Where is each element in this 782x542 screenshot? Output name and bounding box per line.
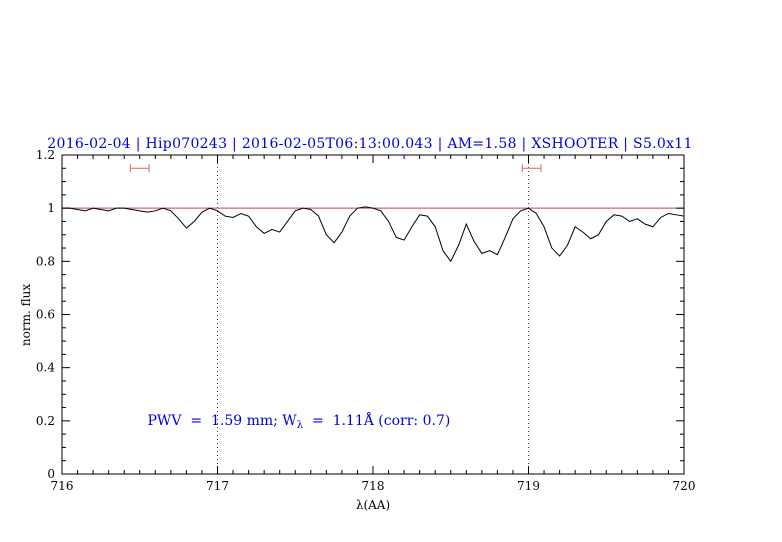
x-tick-label: 718 [362,479,385,493]
y-tick-label: 0.6 [36,308,55,322]
x-tick-label: 719 [517,479,540,493]
pwv-annotation-pre: PWV = 1.59 mm; W [147,412,297,429]
plot-title: 2016-02-04 | Hip070243 | 2016-02-05T06:1… [47,136,693,152]
y-tick-label: 0 [47,467,55,481]
pwv-annotation-lambda-subscript: λ [296,419,304,431]
axis-ticks [61,154,685,475]
y-tick-label: 1 [47,201,55,215]
range-markers [129,164,542,173]
x-axis-label: λ(AA) [355,498,391,512]
pwv-annotation: PWV = 1.59 mm; Wλ = 1.11Å (corr: 0.7) [147,412,451,431]
x-tick-label: 717 [206,479,229,493]
x-tick-label: 720 [673,479,696,493]
axis-tick-labels: 716 717 718 719 720 0 0.2 0.4 0.6 0.8 1 1.2 [36,148,696,493]
x-tick-label: 716 [51,479,74,493]
y-tick-label: 0.8 [36,254,55,268]
spectrum-line [62,206,685,263]
pwv-annotation-post: = 1.11Å (corr: 0.7) [303,412,451,429]
y-axis-label: norm. flux [19,283,33,347]
y-tick-label: 0.4 [36,361,55,375]
y-tick-label: 0.2 [36,414,55,428]
y-tick-label: 1.2 [36,148,55,162]
spectrum-series [62,206,685,263]
